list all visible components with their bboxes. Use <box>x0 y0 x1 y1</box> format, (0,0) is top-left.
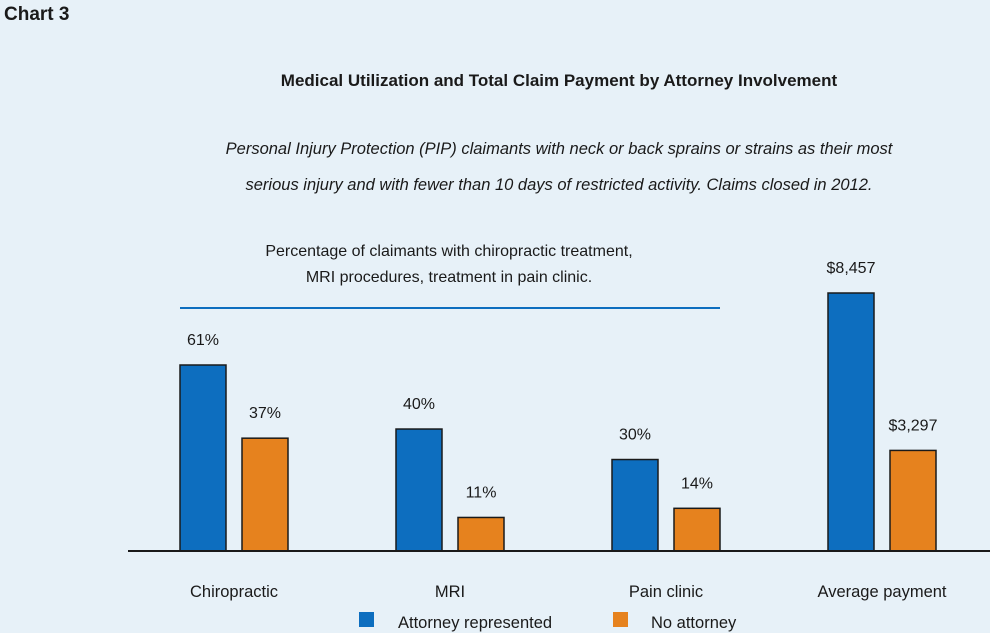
category-label-average-payment: Average payment <box>817 583 946 601</box>
bar-chiropractic-no-attorney <box>241 437 289 552</box>
bar-average-payment-attorney-represented <box>827 292 875 552</box>
category-label-pain-clinic: Pain clinic <box>629 583 703 601</box>
group-note-line-1: Percentage of claimants with chiropracti… <box>265 243 632 260</box>
bar-pain-clinic-no-attorney <box>673 507 721 552</box>
chart-subtitle-line-2: serious injury and with fewer than 10 da… <box>246 176 873 194</box>
value-label-mri-attorney-represented: 40% <box>403 396 435 413</box>
category-label-chiropractic: Chiropractic <box>190 583 278 601</box>
value-label-pain-clinic-no-attorney: 14% <box>681 475 713 492</box>
legend-label-no-attorney: No attorney <box>651 614 737 632</box>
bar-chiropractic-attorney-represented <box>179 364 227 552</box>
value-label-mri-no-attorney: 11% <box>466 484 497 501</box>
legend-label-attorney-represented: Attorney represented <box>398 614 552 632</box>
value-label-pain-clinic-attorney-represented: 30% <box>619 427 651 444</box>
chart-heading: Chart 3 <box>4 4 69 25</box>
value-label-chiropractic-no-attorney: 37% <box>249 405 281 422</box>
category-label-mri: MRI <box>435 583 465 601</box>
value-label-average-payment-attorney-represented: $8,457 <box>827 260 876 277</box>
legend-swatch-attorney-represented <box>359 612 374 627</box>
value-label-average-payment-no-attorney: $3,297 <box>889 417 938 434</box>
chart-subtitle-line-1: Personal Injury Protection (PIP) claiman… <box>226 140 894 158</box>
bar-mri-no-attorney <box>457 516 505 552</box>
legend-swatch-no-attorney <box>613 612 628 627</box>
bar-average-payment-no-attorney <box>889 449 937 552</box>
value-label-chiropractic-attorney-represented: 61% <box>187 332 219 349</box>
bar-mri-attorney-represented <box>395 428 443 552</box>
legend: Attorney represented No attorney <box>359 612 737 632</box>
category-labels-layer: Chiropractic MRI Pain clinic Average paymen… <box>190 583 947 601</box>
bar-pain-clinic-attorney-represented <box>611 458 659 552</box>
bars-layer <box>179 292 937 552</box>
value-labels-layer: 61% 37% 40% 11% 30% 14% $8,457 $3,297 <box>187 260 938 501</box>
group-note-line-2: MRI procedures, treatment in pain clinic… <box>306 269 592 286</box>
chart-title: Medical Utilization and Total Claim Paym… <box>281 71 838 90</box>
